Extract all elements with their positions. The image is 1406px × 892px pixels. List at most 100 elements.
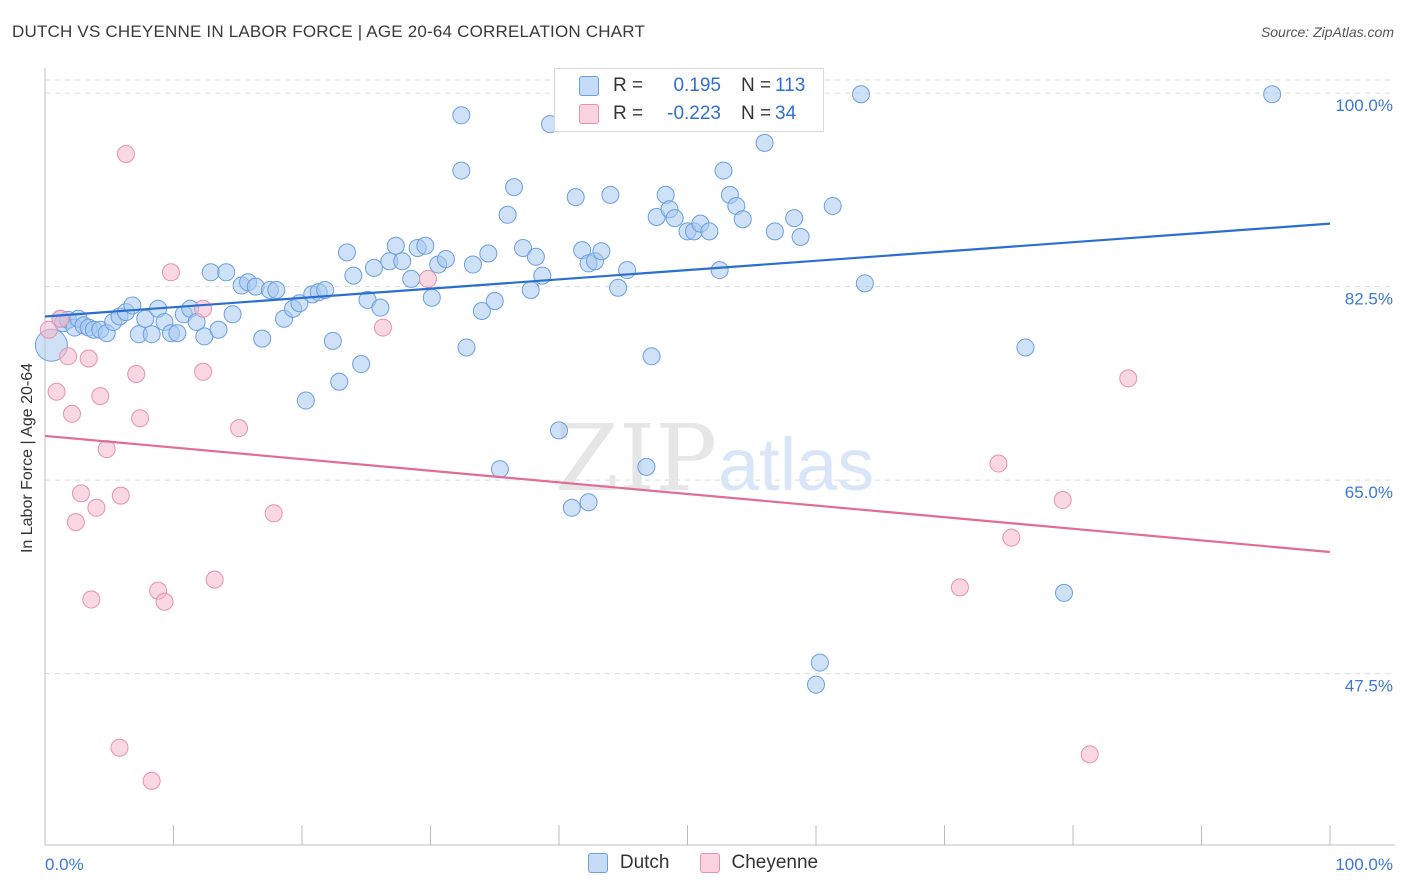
legend-item-cheyenne: Cheyenne — [699, 852, 818, 874]
cheyenne-point — [950, 578, 969, 597]
legend-label-dutch: Dutch — [619, 852, 670, 873]
cheyenne-point — [59, 347, 78, 366]
legend-n-label: N = — [741, 103, 772, 124]
dutch-point — [562, 498, 581, 517]
cheyenne-point — [155, 592, 174, 611]
dutch-point — [1263, 85, 1282, 104]
y-axis-label: In Labor Force | Age 20-64 — [19, 362, 36, 554]
dutch-point — [168, 324, 187, 343]
watermark-zip: ZIP — [555, 405, 717, 512]
dutch-point — [1055, 583, 1074, 602]
dutch-point — [823, 196, 842, 215]
dutch-point — [733, 210, 752, 229]
dutch-point — [498, 205, 517, 224]
dutch-point — [700, 222, 719, 241]
legend-swatch-cheyenne — [699, 853, 720, 873]
dutch-point — [330, 372, 349, 391]
dutch-point — [337, 243, 356, 262]
y-tick-label: 65.0% — [1345, 483, 1393, 502]
dutch-point — [1016, 338, 1035, 357]
cheyenne-point — [373, 318, 392, 337]
dutch-point — [601, 185, 620, 204]
dutch-point — [223, 305, 242, 324]
dutch-point — [550, 421, 568, 440]
cheyenne-points — [39, 144, 1138, 790]
dutch-point — [463, 255, 482, 274]
cheyenne-point — [205, 570, 224, 589]
dutch-point — [755, 133, 774, 152]
dutch-point — [514, 238, 533, 257]
cheyenne-point — [264, 504, 283, 523]
legend-row-dutch: R = 0.195 N = 113 — [579, 74, 805, 98]
cheyenne-point — [62, 404, 81, 423]
dutch-point — [855, 274, 874, 293]
dutch-point — [618, 261, 637, 280]
dutch-point — [371, 298, 390, 317]
dutch-point — [526, 247, 545, 266]
cheyenne-point — [71, 484, 90, 503]
dutch-point — [352, 355, 371, 374]
cheyenne-point — [1119, 369, 1138, 388]
dutch-point — [436, 250, 455, 269]
dutch-point — [807, 675, 825, 694]
cheyenne-point — [116, 144, 135, 163]
cheyenne-point — [194, 362, 213, 381]
cheyenne-trend-line — [44, 434, 1331, 554]
cheyenne-point — [111, 486, 130, 505]
dutch-point — [479, 244, 498, 263]
dutch-point — [452, 161, 471, 180]
legend-row-cheyenne: R = -0.223 N = 34 — [579, 102, 796, 126]
dutch-point — [714, 161, 733, 180]
legend-swatch-dutch — [579, 76, 599, 96]
tick-labels: 47.5% 65.0% 82.5% 100.0% 0.0% 100.0% — [45, 96, 1393, 874]
chart-title: DUTCH VS CHEYENNE IN LABOR FORCE | AGE 2… — [12, 22, 646, 41]
dutch-points — [34, 85, 1282, 694]
cheyenne-point — [1002, 528, 1021, 547]
dutch-point — [217, 263, 236, 282]
cheyenne-point — [194, 299, 213, 318]
dutch-point — [452, 106, 471, 125]
cheyenne-point — [91, 387, 110, 406]
legend-item-dutch: Dutch — [587, 852, 670, 874]
dutch-point — [316, 280, 335, 299]
cheyenne-point — [87, 498, 106, 517]
watermark-atlas: atlas — [718, 423, 874, 506]
cheyenne-point — [989, 454, 1008, 473]
cheyenne-point — [127, 365, 146, 383]
dutch-point — [851, 85, 870, 104]
dutch-point — [810, 653, 829, 672]
dutch-point — [416, 236, 435, 255]
dutch-point — [765, 222, 784, 241]
dutch-trend-line — [44, 222, 1331, 318]
cheyenne-point — [51, 309, 70, 328]
dutch-point — [710, 261, 729, 280]
cheyenne-point — [1080, 745, 1099, 764]
legend-n-value: 34 — [775, 103, 797, 124]
dutch-point — [457, 338, 476, 357]
dutch-point — [609, 278, 628, 297]
legend-r-value: 0.195 — [673, 75, 721, 96]
dutch-point — [386, 236, 405, 255]
cheyenne-point — [230, 419, 249, 438]
cheyenne-point — [66, 513, 85, 532]
dutch-point — [642, 347, 661, 366]
legend-r-label: R = — [613, 103, 644, 124]
dutch-point — [791, 227, 810, 246]
cheyenne-point — [131, 409, 150, 428]
dutch-point — [253, 329, 272, 348]
dutch-point — [344, 266, 363, 285]
cheyenne-point — [418, 269, 437, 288]
series-legend: Dutch Cheyenne — [0, 852, 1406, 874]
cheyenne-point — [161, 263, 180, 282]
y-tick-label: 100.0% — [1335, 96, 1393, 115]
dutch-point — [422, 288, 441, 307]
dutch-point — [364, 258, 383, 277]
dutch-point — [505, 178, 524, 197]
dutch-point — [579, 493, 598, 512]
legend-r-label: R = — [613, 75, 644, 96]
legend-r-value: -0.223 — [667, 103, 721, 124]
dutch-point — [785, 209, 804, 228]
cheyenne-point — [97, 440, 116, 459]
dutch-point — [142, 325, 161, 344]
